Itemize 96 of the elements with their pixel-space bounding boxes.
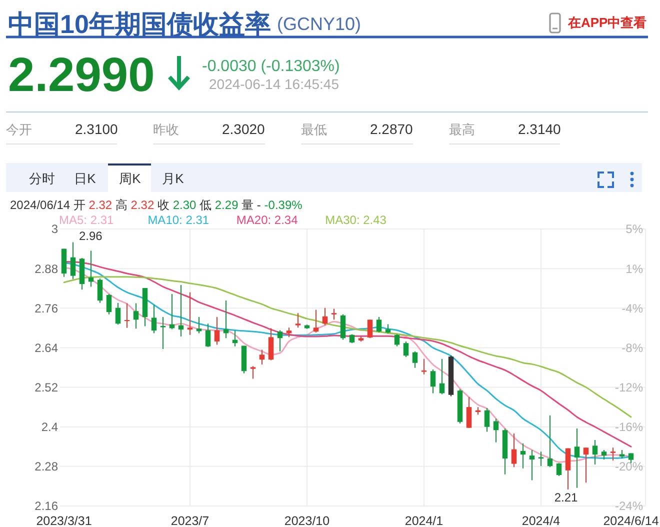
- candlestick: [196, 316, 202, 334]
- candlestick: [250, 366, 256, 380]
- text: 周K: [119, 171, 142, 186]
- text: 2024/06/14 开 2.32 高 2.32 收 2.30 低 2.29 量 - -0.39%: [10, 198, 302, 212]
- candlestick: [277, 330, 283, 352]
- text: 昨收: [153, 122, 179, 137]
- text: 2.3020: [222, 121, 266, 137]
- x-tick-label: 2023/7: [170, 514, 210, 527]
- candlestick: [223, 300, 229, 339]
- candlestick: [583, 447, 589, 484]
- candlestick: [529, 449, 535, 481]
- candlestick: [466, 396, 472, 428]
- candlestick: [169, 293, 175, 330]
- candlestick: [88, 250, 94, 288]
- candlestick: [376, 316, 382, 334]
- candlestick: [115, 302, 121, 326]
- x-tick-label: 2024/6/14: [603, 514, 659, 527]
- text: 2.3140: [518, 121, 562, 137]
- y-tick-label: 2.16: [34, 499, 58, 514]
- candlestick: [331, 308, 337, 320]
- candlestick: [484, 408, 490, 432]
- candlestick: [322, 307, 328, 326]
- candlestick: [439, 358, 445, 395]
- text: 2.2990: [8, 49, 155, 102]
- candlestick: [259, 349, 265, 366]
- candlestick: [340, 314, 346, 340]
- x-tick-label: 2024/1: [404, 514, 444, 527]
- y-tick-label: 2.4: [41, 420, 58, 434]
- candlestick: [493, 418, 499, 443]
- annotation: 2.21: [554, 490, 578, 505]
- text: 2.3100: [75, 121, 118, 137]
- y-tick-label: 3: [51, 222, 58, 236]
- candlestick: [430, 368, 436, 394]
- text: 月K: [162, 171, 184, 186]
- candlestick: [403, 340, 409, 358]
- y-tick-label: 2.52: [34, 380, 58, 394]
- candlestick: [97, 278, 103, 304]
- candlestick: [205, 323, 211, 348]
- y2-tick-label: -16%: [614, 420, 644, 434]
- candlestick: [367, 319, 373, 339]
- text: 日K: [74, 171, 96, 186]
- candlestick: [295, 312, 301, 328]
- chart-title: 中国10年期国债收益率: [8, 9, 271, 39]
- candlestick: [70, 242, 76, 280]
- y2-tick-label: -12%: [614, 380, 644, 394]
- text: MA30: 2.43: [325, 213, 387, 227]
- text: MA5: 2.31: [59, 213, 114, 227]
- y-tick-label: 2.28: [34, 460, 58, 474]
- text: -0.0030 (-0.1303%): [202, 58, 340, 75]
- y-tick-label: 2.64: [34, 340, 58, 355]
- candlestick: [394, 334, 400, 347]
- text: 今开: [6, 122, 32, 137]
- text: MA20: 2.34: [236, 213, 298, 227]
- y2-tick-label: 1%: [626, 262, 644, 276]
- candlestick: [268, 328, 274, 361]
- text: 2024-06-14 16:45:45: [209, 76, 340, 92]
- text: 分时: [29, 171, 55, 186]
- candlestick: [511, 432, 517, 468]
- y2-tick-label: -8%: [622, 340, 644, 355]
- text: 在APP中查看: [567, 15, 647, 30]
- y2-tick-label: -20%: [614, 460, 644, 474]
- x-tick-label: 2023/10: [284, 514, 330, 527]
- y2-tick-label: -4%: [622, 301, 644, 316]
- candlestick: [610, 447, 616, 461]
- candlestick: [151, 304, 157, 334]
- candlestick: [187, 292, 193, 336]
- candlestick: [520, 442, 526, 469]
- candlestick: [160, 316, 166, 350]
- annotation: 2.96: [79, 229, 103, 244]
- candlestick: [565, 448, 571, 490]
- text: MA10: 2.31: [148, 213, 210, 227]
- x-tick-label: 2024/4: [522, 514, 560, 527]
- candlestick: [412, 350, 418, 368]
- candlestick: [421, 358, 427, 375]
- candlestick: [601, 449, 607, 460]
- candlestick: [214, 316, 220, 346]
- candlestick: [556, 462, 562, 476]
- x-tick-label: 2023/3/31: [36, 514, 92, 527]
- candlestick: [628, 452, 634, 464]
- candlestick: [133, 302, 139, 330]
- candlestick: [124, 302, 130, 328]
- y2-tick-label: 5%: [626, 222, 644, 236]
- text: 最高: [449, 122, 475, 137]
- candlestick: [106, 293, 112, 315]
- y-tick-label: 2.76: [34, 301, 58, 316]
- y-tick-label: 2.88: [34, 262, 58, 276]
- text: 最低: [301, 122, 327, 137]
- candlestick: [286, 327, 292, 338]
- candlestick: [592, 440, 598, 465]
- candlestick: [313, 309, 319, 334]
- candlestick: [538, 451, 544, 467]
- text: 2.2870: [370, 121, 414, 137]
- y2-tick-label: -24%: [614, 499, 644, 514]
- chart-subtitle: (GCNY10): [277, 14, 362, 34]
- candlestick: [574, 428, 580, 488]
- candlestick: [547, 414, 553, 468]
